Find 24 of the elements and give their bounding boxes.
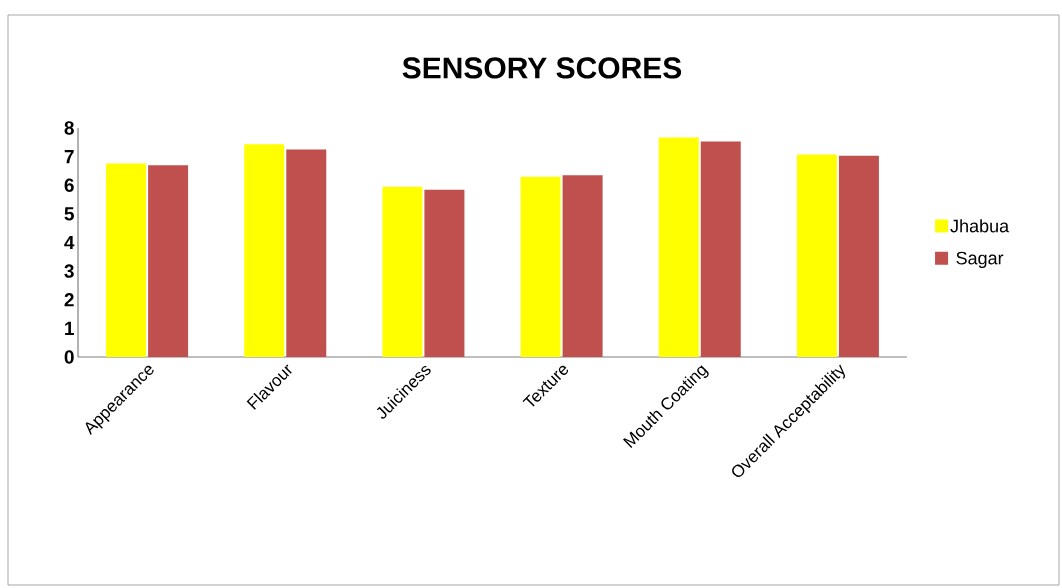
bar <box>148 165 189 357</box>
bar <box>244 144 285 357</box>
legend-label: Jhabua <box>950 219 1010 233</box>
y-tick-label: 5 <box>64 207 74 221</box>
chart-title: SENSORY SCORES <box>402 57 682 79</box>
bar <box>838 155 879 357</box>
bar <box>106 163 147 357</box>
y-tick-label: 1 <box>65 321 74 335</box>
y-tick-label: 4 <box>64 235 75 250</box>
bar <box>424 189 465 357</box>
bar <box>700 141 741 357</box>
bar <box>286 149 327 357</box>
bar <box>382 186 423 357</box>
bar <box>520 176 561 357</box>
y-tick-label: 6 <box>64 178 74 192</box>
y-tick-label: 0 <box>64 350 74 364</box>
bar <box>796 154 837 357</box>
bar <box>562 175 603 357</box>
y-tick-label: 7 <box>64 150 74 164</box>
y-tick-label: 3 <box>64 264 74 278</box>
y-tick-label: 8 <box>64 121 74 135</box>
legend-label: Sagar <box>956 251 1004 269</box>
bar <box>658 137 699 357</box>
y-tick-label: 2 <box>64 293 74 307</box>
